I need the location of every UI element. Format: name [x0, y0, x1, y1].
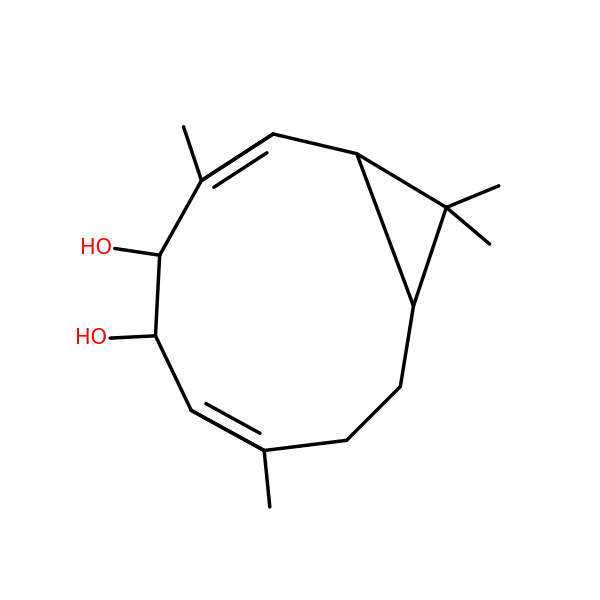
Text: HO: HO [80, 238, 112, 259]
Text: HO: HO [75, 328, 107, 348]
